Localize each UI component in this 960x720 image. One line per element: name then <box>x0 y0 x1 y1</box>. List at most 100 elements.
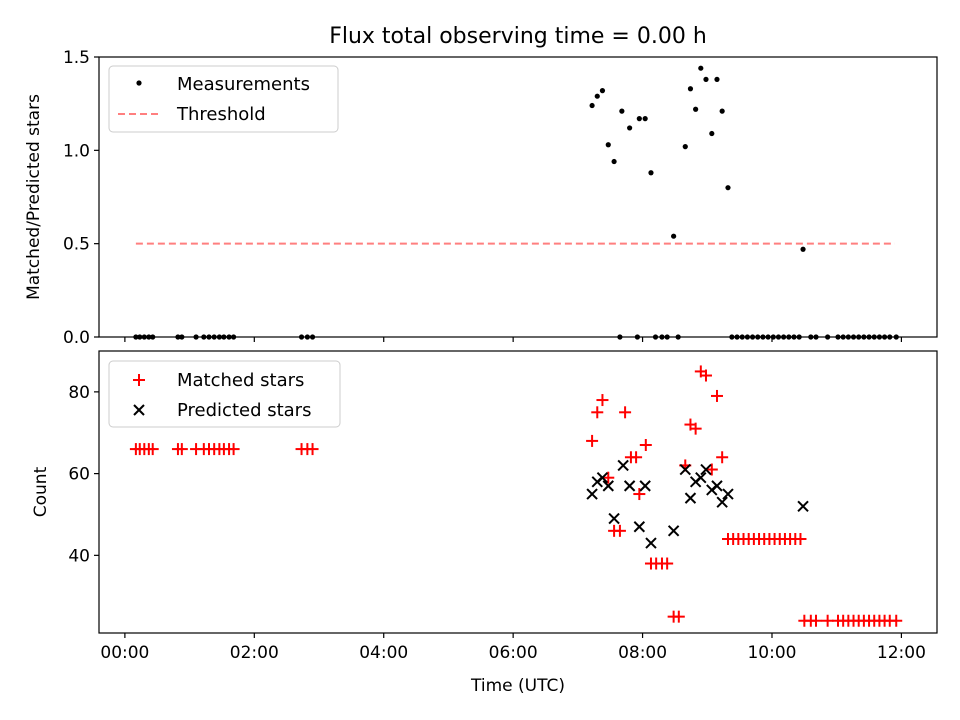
predicted-stars-point <box>623 480 636 492</box>
predicted-stars-point <box>722 488 734 500</box>
bottom-legend-box <box>108 360 341 428</box>
measurements-point <box>648 170 654 176</box>
bottom-legend: Matched stars Predicted stars <box>108 360 341 428</box>
measurements-point <box>605 142 611 148</box>
chart-title: Flux total observing time = 0.00 h <box>329 24 707 49</box>
x-axis-label: Time (UTC) <box>470 676 565 696</box>
matched-stars-point <box>890 614 903 627</box>
measurements-point <box>709 130 715 137</box>
measurements-point <box>671 233 677 239</box>
measurements-point <box>642 116 648 122</box>
x-tick-label: 00:00 <box>100 643 149 663</box>
bottom-axes: 40 60 80 00:00 02:00 04:00 06:00 08:00 10:00 12:0… <box>68 383 926 663</box>
measurements-point <box>725 185 731 191</box>
measurements-point <box>589 102 595 109</box>
legend-marker-matched-stars <box>133 374 145 386</box>
matched-stars-point <box>146 443 159 456</box>
matched-stars-point <box>227 443 240 456</box>
matched-stars-point <box>710 389 723 402</box>
matched-stars-point <box>619 406 632 419</box>
predicted-stars-point <box>797 500 809 513</box>
matched-stars-point <box>613 524 626 537</box>
y-tick-label: 1.5 <box>63 48 90 68</box>
measurements-point <box>619 108 625 114</box>
y-tick-label: 60 <box>68 465 90 485</box>
top-legend: Measurements Threshold <box>108 65 339 133</box>
matched-stars-point <box>586 434 599 447</box>
x-tick-label: 04:00 <box>359 643 408 663</box>
predicted-stars-point <box>617 459 629 472</box>
matched-stars-point <box>672 610 685 623</box>
matched-stars-point <box>602 471 615 484</box>
matched-stars-point <box>699 369 712 382</box>
predicted-stars-point <box>695 471 707 484</box>
predicted-stars-point <box>608 512 620 525</box>
measurements-point <box>682 144 688 150</box>
predicted-stars-point <box>684 492 697 504</box>
predicted-stars-point <box>679 463 691 476</box>
x-tick-label: 02:00 <box>230 643 279 663</box>
legend-label-predicted-stars: Predicted stars <box>177 400 311 421</box>
matched-stars-point <box>705 463 718 476</box>
measurements-point <box>599 88 606 94</box>
y-tick-label: 80 <box>68 383 90 403</box>
matched-stars-point <box>821 614 834 627</box>
measurements-point <box>714 76 720 82</box>
measurements-point <box>594 93 600 99</box>
top-y-axis: 0.0 0.5 1.0 1.5 <box>63 48 903 348</box>
matched-stars-point <box>661 557 674 570</box>
bottom-panel: 40 60 80 00:00 02:00 04:00 06:00 08:00 10:00 12:0… <box>31 350 938 696</box>
x-tick-label: 10:00 <box>747 643 796 663</box>
predicted-stars-point <box>667 525 680 537</box>
matched-stars-point <box>306 443 319 456</box>
matched-stars-point <box>716 451 729 464</box>
x-tick-label: 12:00 <box>877 643 926 663</box>
y-tick-label: 1.0 <box>63 141 90 161</box>
predicted-stars-point <box>639 480 651 492</box>
top-axes-frame <box>98 56 938 338</box>
measurements-point <box>698 65 704 71</box>
matched-stars-point <box>639 439 652 451</box>
predicted-stars-point <box>602 480 614 492</box>
measurements-point <box>800 246 806 252</box>
y-tick-label: 0.0 <box>63 328 90 348</box>
legend-marker-measurements <box>136 80 142 86</box>
matched-stars-point <box>596 394 609 407</box>
predicted-stars-point <box>700 463 712 476</box>
matched-stars-point <box>175 443 188 456</box>
measurements-point <box>636 116 642 122</box>
legend-marker-predicted-stars <box>133 404 145 416</box>
matched-stars-point <box>630 451 643 464</box>
matched-stars-point <box>809 614 822 627</box>
measurements-point <box>703 76 709 82</box>
x-tick-label: 08:00 <box>618 643 667 663</box>
predicted-stars-point <box>596 471 609 484</box>
y-tick-label: 40 <box>68 546 90 566</box>
legend-label-matched-stars: Matched stars <box>177 370 304 391</box>
top-y-axis-label: Matched/Predicted stars <box>24 94 44 300</box>
bottom-axes-frame <box>98 350 938 634</box>
bottom-plot-area <box>129 365 903 627</box>
y-tick-label: 0.5 <box>63 235 90 255</box>
predicted-stars-point <box>645 537 657 549</box>
predicted-stars-point <box>633 521 646 533</box>
matched-stars-point <box>591 406 604 419</box>
bottom-y-axis-label: Count <box>31 466 51 517</box>
top-panel: 0.0 0.5 1.0 1.5 Matched/Predicted stars Mea… <box>24 48 938 348</box>
measurements-point <box>611 158 617 165</box>
predicted-stars-point <box>586 488 598 500</box>
predicted-stars-point <box>711 480 723 492</box>
x-tick-label: 06:00 <box>489 643 538 663</box>
legend-label-measurements: Measurements <box>177 74 310 95</box>
matched-stars-point <box>689 422 702 435</box>
legend-label-threshold: Threshold <box>176 104 266 125</box>
matched-stars-point <box>794 533 807 545</box>
measurements-point <box>687 86 694 92</box>
measurements-point <box>719 108 725 114</box>
measurements-point <box>627 125 633 131</box>
matched-stars-point <box>633 488 646 501</box>
measurements-point <box>693 106 699 112</box>
top-legend-box <box>108 65 339 133</box>
predicted-stars-point <box>716 496 728 508</box>
